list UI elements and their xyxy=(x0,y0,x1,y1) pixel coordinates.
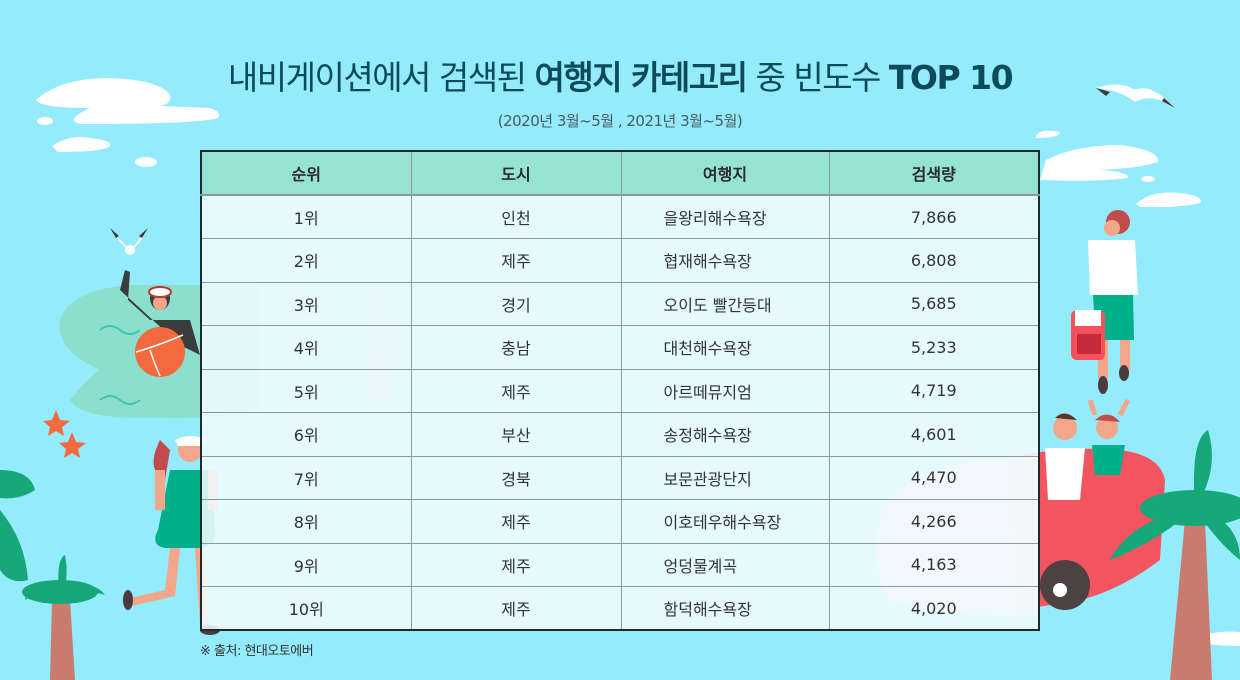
table-row: 4위 충남 대천해수욕장 5,233 xyxy=(201,325,1039,369)
searches-cell: 4,470 xyxy=(828,455,1039,500)
searches-cell: 5,685 xyxy=(828,281,1039,326)
destination-cell: 대천해수욕장 xyxy=(620,325,829,369)
city-cell: 제주 xyxy=(410,586,621,630)
destination-cell: 을왕리해수욕장 xyxy=(620,194,829,239)
searches-cell: 6,808 xyxy=(828,238,1039,282)
source-note: ※ 출처: 현대오토에버 xyxy=(200,644,314,659)
destination-cell: 이호테우해수욕장 xyxy=(620,499,829,543)
destination-cell: 함덕해수욕장 xyxy=(620,586,829,630)
man-figure xyxy=(1071,210,1138,394)
city-cell: 제주 xyxy=(410,368,621,413)
table-row: 2위 제주 협재해수욕장 6,808 xyxy=(201,238,1039,282)
rank-cell: 1위 xyxy=(201,194,411,239)
table-row: 5위 제주 아르떼뮤지엄 4,719 xyxy=(201,368,1039,413)
palm-tree-icon xyxy=(0,470,105,680)
seagull-icon xyxy=(110,228,148,255)
table-row: 9위 제주 엉덩물계곡 4,163 xyxy=(201,542,1039,587)
city-cell: 제주 xyxy=(410,499,621,543)
rank-cell: 7위 xyxy=(201,455,411,500)
searches-cell: 5,233 xyxy=(828,325,1039,369)
starfish-icon xyxy=(43,410,70,436)
beach-ball-icon xyxy=(135,327,185,377)
searches-cell: 7,866 xyxy=(828,194,1039,239)
seagull-icon xyxy=(1096,84,1175,108)
rank-cell: 2위 xyxy=(201,238,411,282)
searches-cell: 4,719 xyxy=(828,368,1039,413)
city-cell: 인천 xyxy=(410,194,621,239)
table-row: 3위 경기 오이도 빨간등대 5,685 xyxy=(201,281,1039,326)
destination-cell: 아르떼뮤지엄 xyxy=(620,368,829,413)
ranking-table: 순위 도시 여행지 검색량 1위 인천 을왕리해수욕장 7,866 2위 제주 협재해수욕… xyxy=(200,150,1040,631)
rank-cell: 4위 xyxy=(201,325,411,369)
searches-cell: 4,601 xyxy=(828,412,1039,456)
city-cell: 부산 xyxy=(410,412,621,456)
table-row: 1위 인천 을왕리해수욕장 7,866 xyxy=(201,194,1039,239)
city-cell: 경기 xyxy=(410,281,621,326)
table-row: 10위 제주 함덕해수욕장 4,020 xyxy=(201,586,1039,630)
destination-cell: 엉덩물계곡 xyxy=(620,542,829,587)
diver-figure xyxy=(120,270,200,377)
searches-cell: 4,163 xyxy=(828,542,1039,587)
rank-cell: 3위 xyxy=(201,281,411,326)
palm-tree-icon xyxy=(1110,430,1240,680)
city-cell: 경북 xyxy=(410,455,621,500)
city-cell: 충남 xyxy=(410,325,621,369)
city-cell: 제주 xyxy=(410,238,621,282)
title-highlight-top10: TOP 10 xyxy=(888,58,1014,97)
destination-cell: 송정해수욕장 xyxy=(620,412,829,456)
rank-cell: 6위 xyxy=(201,412,411,456)
subtitle-date-range: (2020년 3월~5월 , 2021년 3월~5월) xyxy=(497,112,743,130)
rank-cell: 10위 xyxy=(201,586,411,630)
destination-cell: 협재해수욕장 xyxy=(620,238,829,282)
searches-cell: 4,020 xyxy=(828,586,1039,630)
table-header-row: 순위 도시 여행지 검색량 xyxy=(201,151,1039,196)
destination-cell: 보문관광단지 xyxy=(620,455,829,500)
column-header-destination: 여행지 xyxy=(620,151,829,196)
column-header-city: 도시 xyxy=(410,151,621,196)
title-highlight: 여행지 카테고리 xyxy=(534,58,748,97)
city-cell: 제주 xyxy=(410,542,621,587)
header: 내비게이션에서 검색된 여행지 카테고리 중 빈도수 TOP 10 (2020년… xyxy=(0,56,1240,131)
column-header-searches: 검색량 xyxy=(828,151,1039,196)
rank-cell: 5위 xyxy=(201,368,411,413)
table-row: 6위 부산 송정해수욕장 4,601 xyxy=(201,412,1039,456)
column-header-rank: 순위 xyxy=(201,151,411,196)
rank-cell: 8위 xyxy=(201,499,411,543)
table-row: 8위 제주 이호테우해수욕장 4,266 xyxy=(201,499,1039,543)
rank-cell: 9위 xyxy=(201,542,411,587)
page-title: 내비게이션에서 검색된 여행지 카테고리 중 빈도수 TOP 10 xyxy=(227,58,1014,97)
destination-cell: 오이도 빨간등대 xyxy=(620,281,829,326)
searches-cell: 4,266 xyxy=(828,499,1039,543)
table-row: 7위 경북 보문관광단지 4,470 xyxy=(201,455,1039,500)
